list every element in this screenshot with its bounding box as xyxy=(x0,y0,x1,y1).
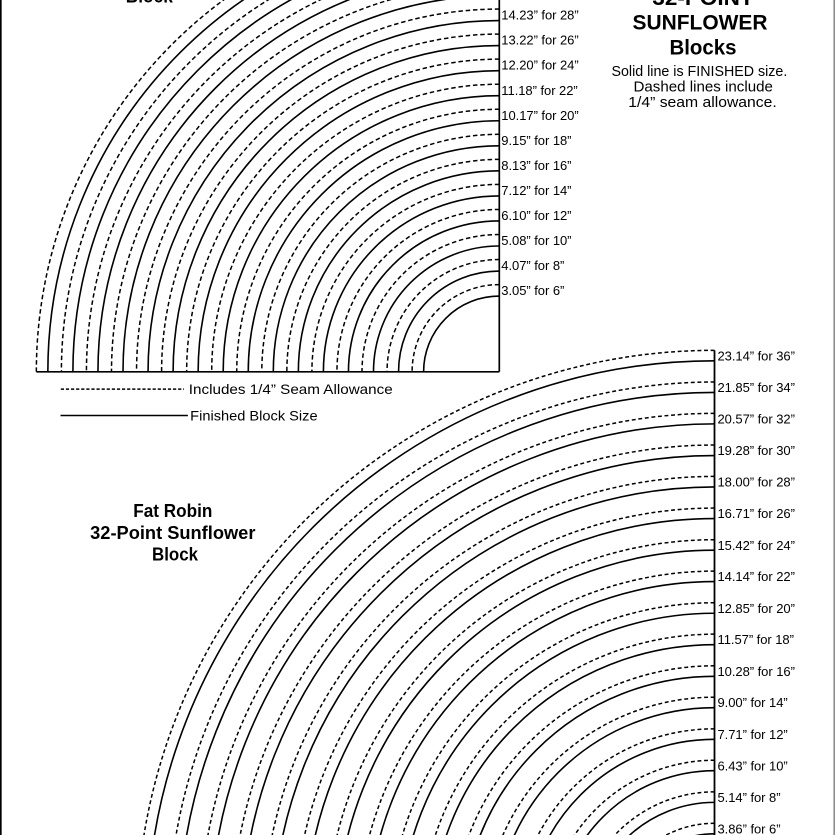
svg-text:3.86” for 6”: 3.86” for 6” xyxy=(718,821,781,835)
svg-text:11.18” for 22”: 11.18” for 22” xyxy=(501,83,577,98)
svg-text:23.14” for 36”: 23.14” for 36” xyxy=(718,348,795,363)
svg-text:Block: Block xyxy=(152,544,199,565)
svg-text:3.05” for 6”: 3.05” for 6” xyxy=(501,283,564,298)
svg-text:Includes 1/4” Seam Allowance: Includes 1/4” Seam Allowance xyxy=(189,382,393,397)
svg-text:5.14” for 8”: 5.14” for 8” xyxy=(718,790,781,805)
svg-text:16.71” for 26”: 16.71” for 26” xyxy=(718,506,795,521)
svg-text:8.13” for 16”: 8.13” for 16” xyxy=(501,158,571,173)
svg-text:18.00” for 28”: 18.00” for 28” xyxy=(718,474,795,489)
svg-text:32-Point Sunflower: 32-Point Sunflower xyxy=(90,522,255,543)
svg-text:Dashed lines include: Dashed lines include xyxy=(634,78,773,95)
svg-text:19.28” for 30”: 19.28” for 30” xyxy=(718,443,795,458)
svg-text:12.85” for 20”: 12.85” for 20” xyxy=(718,601,795,616)
svg-text:9.00” for 14”: 9.00” for 14” xyxy=(718,695,788,710)
svg-text:21.85” for 34”: 21.85” for 34” xyxy=(718,380,795,395)
svg-text:12.20” for 24”: 12.20” for 24” xyxy=(501,58,578,73)
svg-text:14.23” for 28”: 14.23” for 28” xyxy=(501,8,578,23)
svg-text:9.15” for 18”: 9.15” for 18” xyxy=(501,133,571,148)
svg-text:Block: Block xyxy=(126,0,173,8)
svg-text:Solid line is FINISHED size.: Solid line is FINISHED size. xyxy=(612,63,788,80)
svg-text:32-POINT: 32-POINT xyxy=(652,0,754,10)
svg-text:Finished Block Size: Finished Block Size xyxy=(190,408,317,423)
svg-text:10.28” for 16”: 10.28” for 16” xyxy=(718,664,795,679)
svg-text:1/4” seam allowance.: 1/4” seam allowance. xyxy=(628,94,777,111)
svg-text:14.14” for 22”: 14.14” for 22” xyxy=(718,569,795,584)
svg-text:Fat Robin: Fat Robin xyxy=(133,500,212,521)
svg-text:SUNFLOWER: SUNFLOWER xyxy=(633,12,768,35)
svg-text:20.57” for 32”: 20.57” for 32” xyxy=(718,411,795,426)
svg-text:4.07” for 8”: 4.07” for 8” xyxy=(501,258,564,273)
svg-text:5.08” for 10”: 5.08” for 10” xyxy=(501,233,571,248)
svg-text:15.42” for 24”: 15.42” for 24” xyxy=(718,538,795,553)
svg-text:Blocks: Blocks xyxy=(670,37,737,60)
svg-text:13.22” for 26”: 13.22” for 26” xyxy=(501,33,578,48)
svg-text:7.71” for 12”: 7.71” for 12” xyxy=(718,727,788,742)
svg-text:7.12” for 14”: 7.12” for 14” xyxy=(501,183,571,198)
svg-text:6.43” for 10”: 6.43” for 10” xyxy=(718,758,788,773)
svg-text:11.57” for 18”: 11.57” for 18” xyxy=(718,632,794,647)
svg-text:10.17” for 20”: 10.17” for 20” xyxy=(501,108,578,123)
svg-text:6.10” for 12”: 6.10” for 12” xyxy=(501,208,571,223)
